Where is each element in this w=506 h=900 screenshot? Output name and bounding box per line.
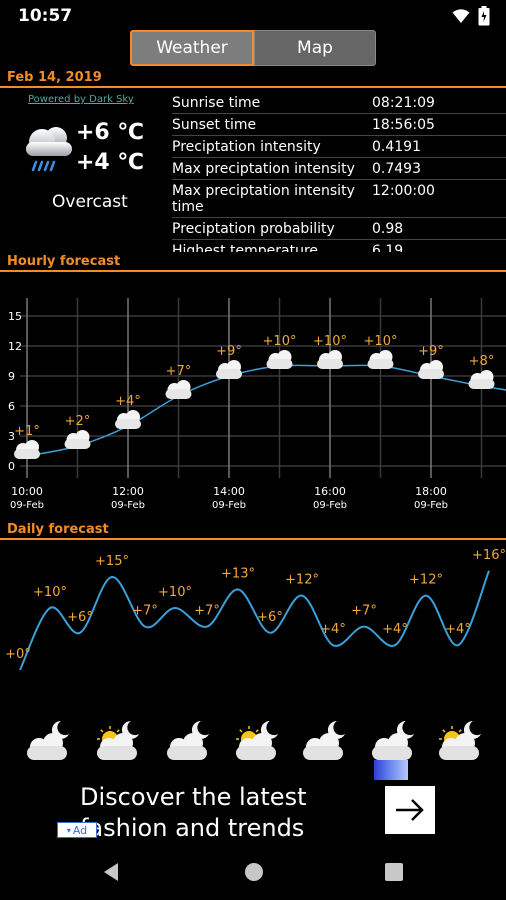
date-label: Feb 14, 2019 — [7, 70, 102, 85]
daily-temp-label: +6° — [67, 610, 93, 625]
x-tick-date: 09-Feb — [111, 500, 145, 511]
condition-text: Overcast — [52, 192, 128, 212]
daily-temp-label: +0° — [5, 647, 31, 662]
hourly-chart[interactable]: 15 12 9 6 3 0 10:00 09-Feb 12:00 09-Feb 14:00 09-Fe… — [0, 280, 506, 515]
cloud-icon — [165, 380, 192, 399]
x-tick-date: 09-Feb — [414, 500, 448, 511]
hourly-temp-label: +9° — [418, 344, 444, 359]
date-divider — [0, 86, 506, 88]
x-tick-time: 10:00 — [11, 485, 43, 498]
battery-icon — [478, 6, 490, 26]
partly-cloudy-day-icon — [439, 720, 481, 760]
wifi-icon — [452, 9, 470, 23]
x-tick-time: 16:00 — [314, 485, 346, 498]
daily-temp-label: +13° — [221, 566, 255, 581]
daily-temp-label: +6° — [257, 610, 283, 625]
cloud-rain-icon — [26, 127, 72, 172]
daily-temp-label: +4° — [320, 622, 346, 637]
hourly-temp-label: +1° — [14, 424, 40, 439]
stat-row: Max preciptation intensity 0.7493 — [172, 158, 506, 180]
daily-temp-label: +10° — [158, 585, 192, 600]
cloud-icon — [367, 350, 394, 369]
daily-temp-label: +10° — [33, 585, 67, 600]
x-tick-date: 09-Feb — [313, 500, 347, 511]
x-tick-date: 09-Feb — [10, 500, 44, 511]
daily-temp-line — [19, 570, 490, 671]
view-tabs: Weather Map — [130, 30, 376, 66]
stat-row: Preciptation probability 0.98 — [172, 218, 506, 240]
x-tick-time: 14:00 — [213, 485, 245, 498]
x-tick-date: 09-Feb — [212, 500, 246, 511]
cloud-icon — [216, 360, 242, 379]
hourly-temp-label: +8° — [469, 354, 495, 369]
hourly-forecast-label: Hourly forecast — [7, 254, 121, 269]
hourly-divider — [0, 270, 506, 272]
stat-row: Sunrise time 08:21:09 — [172, 92, 506, 114]
hourly-temp-label: +4° — [115, 394, 141, 409]
cloud-icon — [468, 370, 495, 389]
hourly-temp-label: +10° — [364, 334, 398, 349]
hourly-temp-label: +10° — [263, 334, 297, 349]
temp-low: +4 ℃ — [76, 150, 145, 175]
y-tick-label: 0 — [8, 460, 15, 473]
back-icon[interactable] — [100, 861, 122, 883]
x-tick-time: 18:00 — [415, 485, 447, 498]
navigation-bar — [0, 844, 506, 900]
daily-divider — [0, 538, 506, 540]
stat-row: Preciptation intensity 0.4191 — [172, 136, 506, 158]
tab-weather[interactable]: Weather — [130, 30, 254, 66]
daily-temp-label: +15° — [95, 554, 129, 569]
cloudy-night-icon — [167, 720, 209, 760]
temp-high: +6 ℃ — [76, 120, 145, 145]
stats-table[interactable]: Sunrise time 08:21:09 Sunset time 18:56:05… — [172, 92, 506, 252]
hourly-temp-label: +9° — [216, 344, 242, 359]
cloudy-night-icon — [27, 720, 69, 760]
stat-row: Sunset time 18:56:05 — [172, 114, 506, 136]
y-tick-label: 12 — [8, 340, 22, 353]
daily-temp-label: +12° — [285, 573, 319, 588]
ad-image — [374, 760, 408, 780]
hourly-temp-label: +10° — [313, 334, 347, 349]
partly-cloudy-day-icon — [236, 720, 278, 760]
home-icon[interactable] — [243, 861, 265, 883]
partly-cloudy-day-icon — [97, 720, 139, 760]
x-tick-time: 12:00 — [112, 485, 144, 498]
y-tick-label: 3 — [8, 430, 15, 443]
cloudy-night-icon — [303, 720, 345, 760]
daily-temp-label: +16° — [472, 548, 506, 563]
daily-temp-label: +7° — [351, 604, 377, 619]
y-tick-label: 6 — [8, 400, 15, 413]
ad-badge[interactable]: ▾ Ad — [57, 822, 97, 838]
cloud-icon — [317, 350, 343, 369]
ad-arrow-button[interactable] — [385, 786, 435, 834]
hourly-temp-label: +7° — [166, 364, 192, 379]
status-bar: 10:57 — [0, 0, 506, 32]
powered-by-link[interactable]: Powered by Dark Sky — [28, 94, 134, 105]
y-tick-label: 15 — [8, 310, 22, 323]
tab-map[interactable]: Map — [254, 30, 376, 66]
cloud-icon — [115, 410, 141, 429]
stat-row: Highest temperature 6.19 — [172, 240, 506, 252]
cloud-icon — [266, 350, 293, 369]
cloud-icon — [14, 440, 40, 459]
daily-temp-label: +4° — [382, 622, 408, 637]
cloudy-night-icon — [372, 720, 414, 760]
daily-temp-label: +7° — [132, 604, 158, 619]
arrow-right-icon — [396, 799, 424, 821]
hourly-temp-label: +2° — [65, 414, 91, 429]
daily-temp-label: +12° — [409, 573, 443, 588]
daily-temp-label: +7° — [194, 604, 220, 619]
cloud-icon — [418, 360, 444, 379]
daily-chart[interactable]: +0°+10°+6°+15°+7°+10°+7°+13°+6°+12°+4°+7… — [0, 542, 506, 782]
daily-forecast-label: Daily forecast — [7, 522, 109, 537]
daily-temp-label: +4° — [445, 622, 471, 637]
y-tick-label: 9 — [8, 370, 15, 383]
status-time: 10:57 — [18, 6, 73, 26]
chevron-down-icon: ▾ — [66, 825, 71, 835]
recents-icon[interactable] — [384, 862, 404, 882]
stat-row: Max preciptation intensity time 12:00:00 — [172, 180, 506, 218]
cloud-icon — [64, 430, 91, 449]
ad-headline[interactable]: Discover the latest fashion and trends — [80, 783, 307, 842]
